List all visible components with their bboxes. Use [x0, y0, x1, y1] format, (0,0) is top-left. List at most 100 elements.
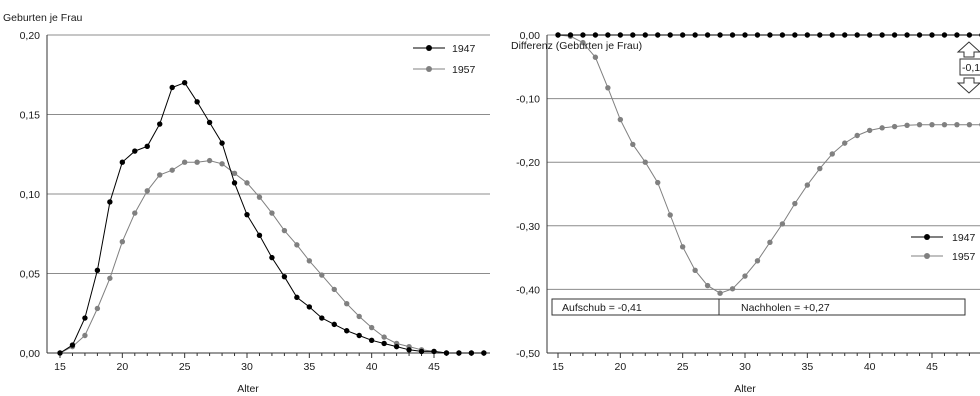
right-point-1947 [642, 32, 648, 38]
right-point-1947 [555, 32, 561, 38]
left-y-tick-label: 0,10 [20, 189, 41, 201]
right-point-1957 [866, 127, 873, 134]
right-point-1947 [704, 32, 711, 38]
left-x-tick-label: 40 [366, 361, 378, 373]
left-series-line-1947 [59, 82, 484, 354]
left-point-1957 [157, 172, 163, 178]
left-point-1957 [244, 180, 250, 186]
left-point-1947 [344, 328, 350, 334]
right-point-1947 [617, 32, 624, 38]
left-point-1947 [431, 348, 437, 355]
right-y-ticks: 0,00 -0,10 -0,20 -0,30 -0,40 -0,50 [516, 30, 540, 360]
left-point-1957 [231, 170, 238, 177]
gap-label-box [959, 58, 980, 76]
difference-chart: 15 20 25 30 35 40 45 0,00 -0,10 -0,20 -0,30 -0,40 -… [511, 30, 980, 395]
right-point-1957 [904, 122, 910, 129]
right-y-tick-label: -0,40 [516, 284, 540, 296]
left-point-1947 [281, 273, 288, 280]
left-point-1957 [319, 272, 325, 278]
right-point-1957 [642, 159, 648, 165]
left-point-1947 [393, 343, 400, 350]
right-point-1947 [842, 32, 848, 38]
left-point-1957 [368, 324, 375, 331]
left-x-tick-label: 30 [241, 361, 253, 373]
left-point-1947 [468, 350, 475, 356]
right-point-1947 [567, 32, 574, 38]
right-point-1957 [804, 182, 811, 188]
right-point-1947 [916, 32, 923, 38]
left-x-ticks: 15 20 25 30 35 40 45 [54, 353, 485, 373]
right-x-tick-label: 25 [677, 361, 689, 373]
down-arrow-icon [956, 77, 980, 94]
right-x-tick-label: 20 [614, 361, 626, 373]
right-point-1947 [817, 32, 823, 38]
right-y-tick-label: -0,50 [516, 348, 540, 360]
left-point-1947 [132, 148, 138, 154]
right-point-1947 [829, 32, 835, 38]
right-series-line-1957 [557, 34, 980, 294]
right-point-1957 [742, 273, 748, 279]
right-point-1947 [954, 32, 960, 38]
right-point-1957 [704, 282, 711, 289]
right-point-1957 [792, 200, 798, 207]
gap-arrow-annotation: -0,14 [956, 41, 980, 94]
right-point-1947 [966, 32, 973, 38]
left-point-1957 [344, 301, 350, 307]
right-point-1947 [879, 32, 885, 38]
left-x-tick-label: 45 [428, 361, 440, 373]
right-point-1947 [729, 32, 736, 38]
right-point-1957 [580, 39, 586, 46]
right-point-1947 [866, 32, 873, 38]
right-y-tick-label: -0,10 [516, 94, 540, 106]
left-point-1947 [57, 350, 63, 356]
left-axes [46, 35, 490, 354]
left-x-tick-label: 35 [303, 361, 315, 373]
left-point-1947 [144, 143, 150, 149]
nachholen-label: Nachholen = +0,27 [741, 302, 830, 314]
right-point-1947 [804, 32, 811, 38]
right-x-tick-label: 30 [739, 361, 751, 373]
legend-marker-1947-right [924, 234, 930, 240]
left-point-1947 [368, 337, 375, 343]
right-point-1947 [630, 32, 636, 38]
left-point-1947 [157, 121, 163, 127]
right-point-1957 [655, 179, 661, 186]
legend-marker-1957 [426, 66, 432, 72]
left-point-1947 [256, 232, 263, 239]
right-point-1947 [742, 32, 748, 38]
right-x-axis-title: Alter [734, 383, 756, 395]
right-point-1957 [854, 132, 860, 139]
legend-label-1957-right: 1957 [952, 251, 976, 263]
left-point-1947 [418, 348, 425, 355]
right-point-1947 [904, 32, 910, 38]
right-point-1947 [779, 32, 786, 38]
right-point-1947 [655, 32, 661, 38]
right-point-1957 [617, 116, 624, 123]
left-point-1947 [206, 119, 213, 126]
left-point-1947 [107, 199, 113, 205]
left-point-1957 [356, 313, 362, 320]
right-point-1947 [605, 32, 611, 38]
right-point-1957 [879, 125, 885, 131]
right-point-1947 [580, 32, 586, 38]
left-y-tick-label: 0,00 [20, 348, 41, 360]
right-point-1957 [767, 239, 773, 246]
right-point-1947 [667, 32, 673, 38]
legend-marker-1947 [426, 45, 432, 51]
right-point-1957 [954, 121, 960, 128]
right-x-tick-label: 40 [864, 361, 876, 373]
right-legend: 1947 1957 [911, 232, 976, 263]
left-point-1957 [294, 242, 300, 248]
right-point-1947 [692, 32, 698, 38]
right-point-1947 [941, 32, 948, 38]
right-x-ticks: 15 20 25 30 35 40 45 [552, 353, 970, 373]
right-point-1957 [754, 258, 761, 264]
right-point-1957 [605, 85, 611, 91]
right-point-1947 [754, 32, 761, 38]
right-point-1957 [729, 286, 736, 292]
nachholen-box [718, 298, 966, 316]
left-point-1947 [119, 159, 126, 165]
right-point-1947 [792, 32, 798, 38]
right-point-1957 [667, 212, 673, 218]
left-x-axis-title: Alter [237, 383, 259, 395]
